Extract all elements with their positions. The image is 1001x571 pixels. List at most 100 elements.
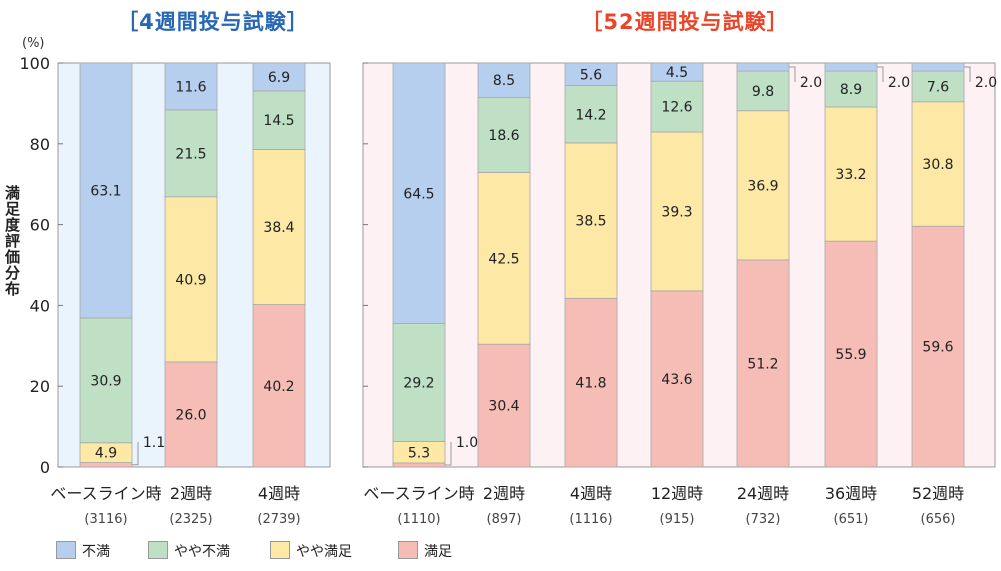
x-n-label: (915) bbox=[660, 512, 695, 527]
y-tick-label: 60 bbox=[30, 216, 50, 235]
data-label: 36.9 bbox=[747, 178, 778, 194]
leader-line bbox=[789, 66, 796, 82]
y-axis-label: 満足度評価分布 bbox=[3, 185, 21, 297]
x-category-label: 12週時 bbox=[651, 484, 703, 503]
bar-segment-manzoku bbox=[392, 462, 446, 468]
data-label: 30.4 bbox=[488, 399, 519, 415]
data-label: 55.9 bbox=[835, 347, 866, 363]
data-label: 51.2 bbox=[747, 356, 778, 372]
x-category-label: ベースライン時 bbox=[50, 484, 161, 503]
data-label: 14.2 bbox=[575, 107, 606, 123]
data-label: 30.8 bbox=[922, 157, 953, 173]
data-label: 2.0 bbox=[800, 75, 822, 91]
bar-segment-manzoku bbox=[477, 343, 531, 468]
data-label: 63.1 bbox=[90, 183, 121, 199]
data-label: 4.5 bbox=[666, 65, 688, 81]
data-label: 4.9 bbox=[95, 446, 117, 462]
data-label: 2.0 bbox=[975, 75, 997, 91]
bar-segment-yaya-fuman bbox=[736, 70, 790, 112]
data-label: 26.0 bbox=[175, 407, 206, 423]
legend-label-yaya-manzoku: やや満足 bbox=[296, 544, 352, 560]
legend-swatch-fuman bbox=[56, 541, 76, 559]
bar-segment-yaya-fuman bbox=[824, 70, 878, 108]
leader-line bbox=[877, 66, 884, 82]
x-n-label: (1110) bbox=[397, 512, 440, 527]
data-label: 38.5 bbox=[575, 214, 606, 230]
data-label: 11.6 bbox=[175, 79, 206, 95]
bar-segment-yaya-fuman bbox=[564, 85, 618, 144]
bar-segment-fuman bbox=[392, 62, 446, 324]
bar-segment-fuman bbox=[911, 62, 965, 72]
legend-swatch-yaya-manzoku bbox=[270, 541, 290, 559]
bar-segment-fuman bbox=[824, 62, 878, 72]
panel-title-4week: ［4週間投与試験］ bbox=[117, 10, 309, 34]
data-label: 5.3 bbox=[408, 445, 430, 461]
data-label: 8.9 bbox=[840, 82, 862, 98]
bar-segment-manzoku bbox=[564, 297, 618, 468]
x-n-label: (2739) bbox=[257, 512, 300, 527]
data-label: 41.8 bbox=[575, 376, 606, 392]
x-n-label: (732) bbox=[746, 512, 781, 527]
x-category-label: 2週時 bbox=[483, 484, 525, 503]
x-category-label: 2週時 bbox=[170, 484, 212, 503]
bar-segment-yaya-fuman bbox=[252, 90, 306, 150]
bar-segment-manzoku bbox=[911, 225, 965, 468]
bar-segment-yaya-fuman bbox=[650, 80, 704, 133]
leader-line bbox=[445, 442, 452, 466]
y-tick-label: 0 bbox=[40, 458, 50, 477]
bar-segment-manzoku bbox=[650, 290, 704, 468]
x-n-label: (3116) bbox=[84, 512, 127, 527]
data-label: 59.6 bbox=[922, 340, 953, 356]
data-label: 5.6 bbox=[580, 67, 602, 83]
bar-segment-fuman bbox=[650, 62, 704, 82]
x-category-label: 24週時 bbox=[737, 484, 789, 503]
bar-segment-yaya-fuman bbox=[79, 317, 133, 444]
bar-segment-yaya-manzoku bbox=[736, 110, 790, 261]
data-label: 7.6 bbox=[927, 79, 949, 95]
data-label: 33.2 bbox=[835, 167, 866, 183]
legend-swatch-manzoku bbox=[398, 541, 418, 559]
panel-title-52week: ［52週間投与試験］ bbox=[581, 10, 789, 34]
data-label: 29.2 bbox=[403, 376, 434, 392]
y-tick-label: 40 bbox=[30, 296, 50, 315]
x-n-label: (897) bbox=[487, 512, 522, 527]
data-label: 38.4 bbox=[263, 220, 294, 236]
bar-segment-fuman bbox=[164, 62, 218, 111]
bar-segment-fuman bbox=[564, 62, 618, 87]
leader-line bbox=[964, 66, 971, 82]
bar-segment-yaya-manzoku bbox=[477, 172, 531, 345]
bar-segment-fuman bbox=[252, 62, 306, 92]
data-label: 1.0 bbox=[456, 435, 478, 451]
data-label: 40.9 bbox=[175, 272, 206, 288]
legend-label-manzoku: 満足 bbox=[424, 544, 452, 560]
data-label: 12.6 bbox=[661, 100, 692, 116]
bar-segment-manzoku bbox=[252, 304, 306, 468]
bar-segment-yaya-fuman bbox=[911, 70, 965, 103]
data-label: 40.2 bbox=[263, 379, 294, 395]
bar-segment-yaya-manzoku bbox=[252, 149, 306, 305]
data-label: 9.8 bbox=[752, 84, 774, 100]
bar-segment-yaya-manzoku bbox=[564, 142, 618, 299]
data-label: 43.6 bbox=[661, 372, 692, 388]
bar-segment-manzoku bbox=[736, 259, 790, 468]
x-category-label: 4週時 bbox=[258, 484, 300, 503]
data-label: 21.5 bbox=[175, 146, 206, 162]
bar-segment-manzoku bbox=[164, 361, 218, 468]
data-label: 39.3 bbox=[661, 204, 692, 220]
legend-label-fuman: 不満 bbox=[82, 544, 110, 560]
x-n-label: (2325) bbox=[169, 512, 212, 527]
data-label: 1.1 bbox=[143, 435, 165, 451]
bar-segment-fuman bbox=[736, 62, 790, 72]
data-label: 14.5 bbox=[263, 113, 294, 129]
y-tick-label: 100 bbox=[19, 54, 50, 73]
x-category-label: 36週時 bbox=[825, 484, 877, 503]
data-label: 2.0 bbox=[888, 75, 910, 91]
bar-segment-yaya-fuman bbox=[392, 323, 446, 442]
bar-segment-manzoku bbox=[824, 240, 878, 468]
leader-line bbox=[132, 442, 139, 466]
legend-label-yaya-fuman: やや不満 bbox=[174, 544, 230, 560]
data-label: 30.9 bbox=[90, 373, 121, 389]
data-label: 18.6 bbox=[488, 128, 519, 144]
data-label: 42.5 bbox=[488, 251, 519, 267]
